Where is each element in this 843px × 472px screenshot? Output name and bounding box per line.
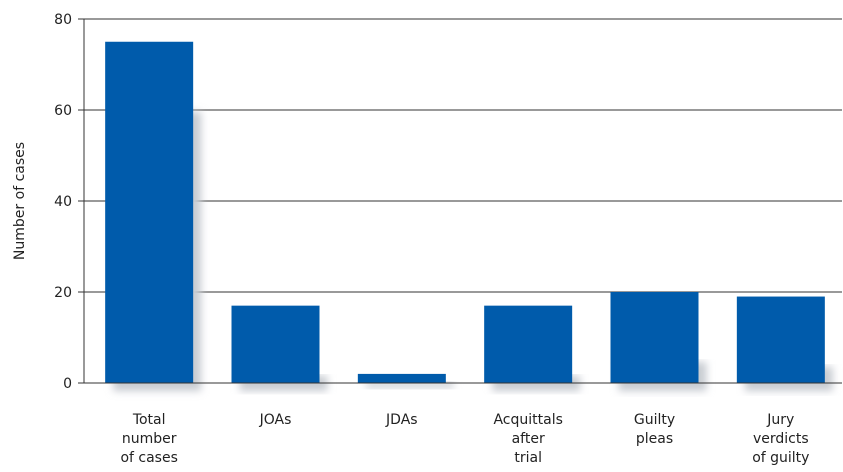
x-category-label: JDAs [385, 412, 418, 428]
x-category-label: Guilty pleas [634, 412, 675, 447]
bar-4 [610, 292, 699, 383]
x-category-label-line: JOAs [259, 412, 292, 428]
x-category-label-line: JDAs [385, 412, 418, 428]
x-category-label-line: of cases [120, 450, 177, 466]
x-category-label: Jury verdicts of guilty [752, 412, 809, 466]
y-tick-label: 0 [63, 376, 72, 392]
y-tick-label: 40 [54, 194, 72, 210]
y-tick-label: 60 [54, 103, 72, 119]
axes [83, 19, 842, 384]
x-category-label-line: after [512, 431, 545, 447]
x-category-label: Acquittals after trial [493, 412, 562, 466]
x-category-label-line: of guilty [752, 450, 809, 466]
gridlines [84, 18, 842, 293]
x-category-label-line: Acquittals [493, 412, 562, 428]
x-category-label-line: Guilty [634, 412, 675, 428]
y-tick-label: 20 [54, 285, 72, 301]
x-category-label-line: Total [132, 412, 166, 428]
y-tick-label: 80 [54, 12, 72, 28]
x-category-label: Total number of cases [120, 412, 177, 466]
y-axis-title: Number of cases [12, 142, 28, 260]
x-category-label-line: number [122, 431, 177, 447]
y-axis-ticks: 0 20 40 60 80 [54, 12, 84, 392]
x-category-label-line: trial [514, 450, 542, 466]
x-category-label-line: pleas [636, 431, 673, 447]
bar-shadows [113, 111, 833, 391]
bar-0 [105, 41, 194, 383]
category-labels: Total number of cases JOAs JDAs Acquittals aft… [120, 412, 809, 466]
bar-shadow [365, 381, 454, 388]
bars [105, 41, 825, 383]
bar-5 [736, 296, 825, 383]
x-category-label-line: verdicts [753, 431, 809, 447]
bar-2 [357, 373, 446, 383]
x-category-label: JOAs [259, 412, 292, 428]
bar-3 [484, 305, 573, 383]
bar-1 [231, 305, 320, 383]
x-category-label-line: Jury [766, 412, 794, 428]
